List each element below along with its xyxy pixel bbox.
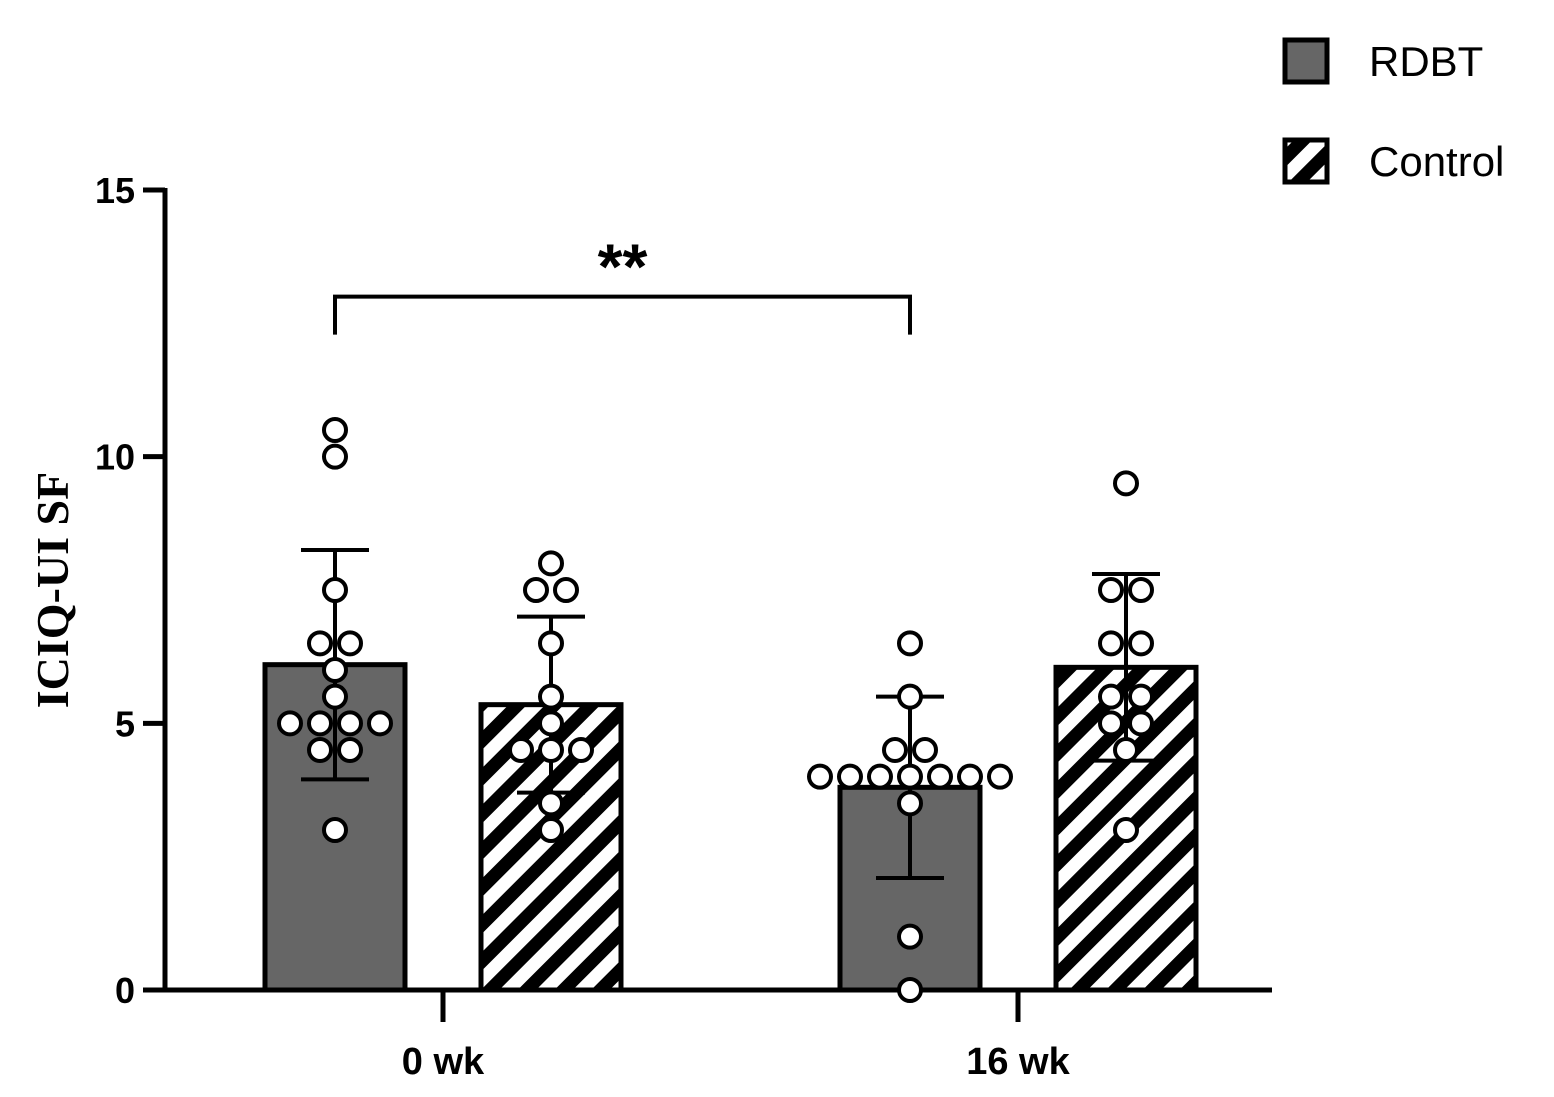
- data-point: [912, 737, 938, 763]
- data-point: [538, 630, 564, 657]
- error-bars-layer: [301, 548, 1160, 880]
- data-point: [1098, 577, 1124, 603]
- data-point: [987, 763, 1013, 790]
- data-point: [337, 630, 363, 657]
- x-tick-label: 0 wk: [402, 1041, 485, 1083]
- data-point: [897, 630, 923, 657]
- data-point: [538, 737, 564, 763]
- data-point: [538, 550, 564, 577]
- data-point: [1113, 470, 1139, 497]
- x-tick-label: 16 wk: [966, 1041, 1070, 1083]
- data-point: [867, 763, 893, 790]
- data-point: [523, 577, 549, 603]
- data-point: [897, 763, 923, 790]
- data-point: [1113, 737, 1139, 763]
- data-point: [508, 737, 534, 763]
- legend: RDBT Control: [1282, 37, 1504, 185]
- data-point: [322, 417, 348, 443]
- data-point: [882, 737, 908, 763]
- data-point: [322, 657, 348, 683]
- data-point: [1128, 710, 1154, 737]
- y-tick-label: 15: [95, 170, 135, 211]
- data-point: [538, 710, 564, 737]
- data-point: [897, 923, 923, 950]
- data-point: [277, 710, 303, 737]
- data-point: [807, 763, 833, 790]
- legend-swatch-control: [1282, 137, 1330, 185]
- significance-label: **: [598, 231, 648, 303]
- data-point: [322, 683, 348, 710]
- legend-label-control: Control: [1369, 138, 1504, 185]
- data-point: [337, 737, 363, 763]
- data-point: [367, 710, 393, 737]
- data-point: [568, 737, 594, 763]
- data-point: [1128, 577, 1154, 603]
- y-tick-label: 10: [95, 437, 135, 478]
- legend-label-rdbt: RDBT: [1369, 38, 1483, 85]
- data-point: [1098, 683, 1124, 710]
- data-point: [538, 683, 564, 710]
- data-point: [322, 443, 348, 470]
- legend-swatch-rdbt: [1282, 37, 1330, 85]
- data-point: [553, 577, 579, 603]
- data-point: [897, 790, 923, 817]
- data-points-layer: [277, 417, 1154, 1003]
- data-point: [1113, 817, 1139, 843]
- data-point: [1128, 630, 1154, 657]
- data-point: [307, 710, 333, 737]
- data-point: [1098, 710, 1124, 737]
- data-point: [1098, 630, 1124, 657]
- significance-bracket: [333, 294, 912, 335]
- data-point: [337, 710, 363, 737]
- y-tick-label: 5: [115, 703, 135, 744]
- data-point: [897, 683, 923, 710]
- data-point: [538, 817, 564, 843]
- data-point: [957, 763, 983, 790]
- data-point: [538, 790, 564, 817]
- data-point: [837, 763, 863, 790]
- data-point: [1128, 683, 1154, 710]
- bars-layer: [262, 662, 1199, 993]
- y-tick-label: 0: [115, 970, 135, 1011]
- significance-layer: **: [333, 231, 912, 335]
- data-point: [322, 577, 348, 603]
- data-point: [927, 763, 953, 790]
- y-axis-label: ICIQ-UI SF: [27, 472, 78, 708]
- data-point: [322, 817, 348, 843]
- data-point: [307, 737, 333, 763]
- data-point: [897, 977, 923, 1003]
- data-point: [307, 630, 333, 657]
